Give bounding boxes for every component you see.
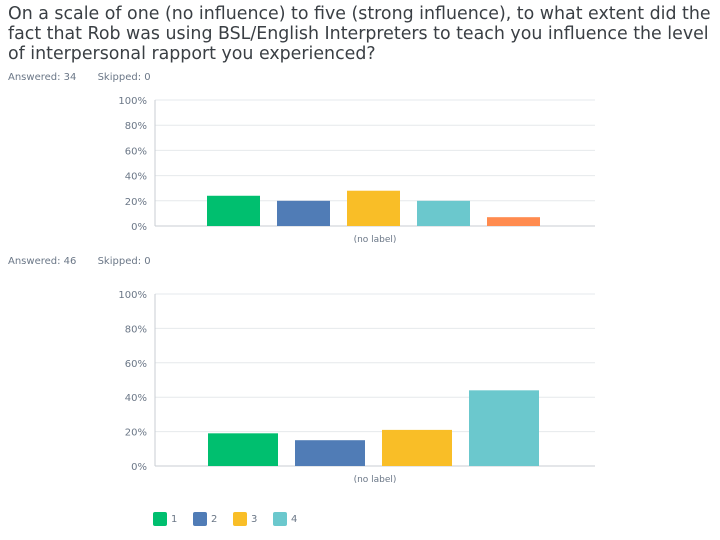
legend-swatch [273,512,287,526]
bar-chart-2: 0% 20% 40% 60% 80% 100% (no label) [118,290,595,485]
answered-count: Answered: 46 [8,256,77,267]
question-title: On a scale of one (no influence) to five… [8,4,711,64]
y-tick-label: 0% [131,222,147,233]
bar-4 [417,200,470,226]
y-tick-label: 40% [125,172,147,183]
legend-item-2: 2 [193,512,233,526]
legend-item-1: 1 [153,512,193,526]
response-stats-1: Answered: 34 Skipped: 0 [8,72,169,83]
bar-3 [347,190,400,226]
legend-swatch [233,512,247,526]
bar-2 [295,440,365,466]
legend-label: 4 [291,513,298,525]
bar-2 [277,200,330,226]
bar-1 [207,195,260,226]
skipped-count: Skipped: 0 [97,72,151,83]
y-tick-label: 20% [125,197,147,208]
y-tick-label: 60% [125,146,147,157]
bar-chart-1: 0% 20% 40% 60% 80% 100% (no label) [118,96,595,245]
skipped-count: Skipped: 0 [97,256,151,267]
legend-item-4: 4 [273,512,313,526]
y-tick-label: 0% [131,462,147,473]
y-tick-label: 40% [125,393,147,404]
y-tick-label: 20% [125,428,147,439]
legend-swatch [153,512,167,526]
legend-swatch [193,512,207,526]
y-tick-label: 80% [125,121,147,132]
y-tick-label: 100% [118,290,147,301]
bar-4 [469,390,539,466]
legend-label: 3 [251,513,258,525]
y-tick-label: 60% [125,359,147,370]
bar-3 [382,429,452,466]
legend-label: 1 [171,513,178,525]
chart-legend: 1 2 3 4 [153,512,313,526]
y-tick-label: 100% [118,96,147,107]
x-axis-label: (no label) [354,235,397,245]
answered-count: Answered: 34 [8,72,77,83]
y-tick-label: 80% [125,324,147,335]
x-axis-label: (no label) [354,475,397,485]
bar-1 [208,433,278,466]
response-stats-2: Answered: 46 Skipped: 0 [8,256,169,267]
bar-5 [487,217,540,226]
legend-item-3: 3 [233,512,273,526]
legend-label: 2 [211,513,218,525]
